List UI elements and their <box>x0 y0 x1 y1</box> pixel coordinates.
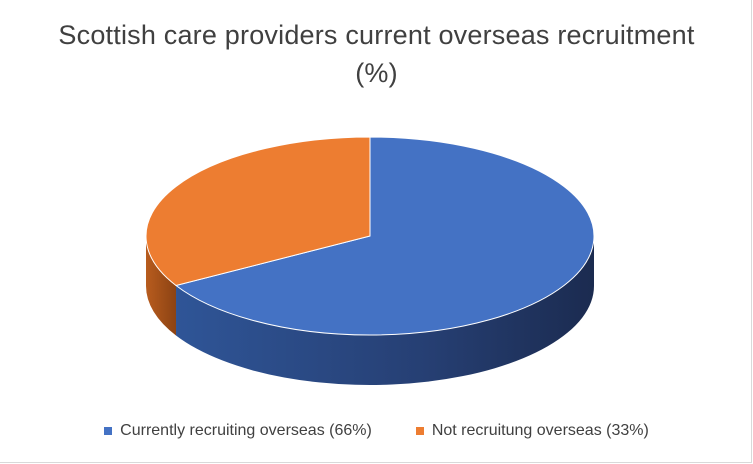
chart-title: Scottish care providers current overseas… <box>0 16 753 92</box>
pie-slice-recruiting <box>174 136 595 336</box>
chart-title-line-2: (%) <box>355 58 398 88</box>
legend-label-not-recruiting: Not recruitung overseas (33%) <box>431 422 649 439</box>
pie-side-not-recruiting <box>146 236 177 336</box>
legend-swatch-recruiting <box>104 427 113 435</box>
pie-side-recruiting <box>176 236 594 385</box>
chart-legend: Currently recruiting overseas (66%) Not … <box>0 420 753 442</box>
legend-label-recruiting: Currently recruiting overseas (66%) <box>120 422 372 439</box>
chart-title-line-1: Scottish care providers current overseas… <box>58 20 695 50</box>
legend-item-recruiting: Currently recruiting overseas (66%) <box>104 420 372 442</box>
pie-slice-not-recruiting <box>145 136 371 287</box>
legend-item-not-recruiting: Not recruitung overseas (33%) <box>415 420 649 442</box>
legend-swatch-not-recruiting <box>415 427 424 435</box>
